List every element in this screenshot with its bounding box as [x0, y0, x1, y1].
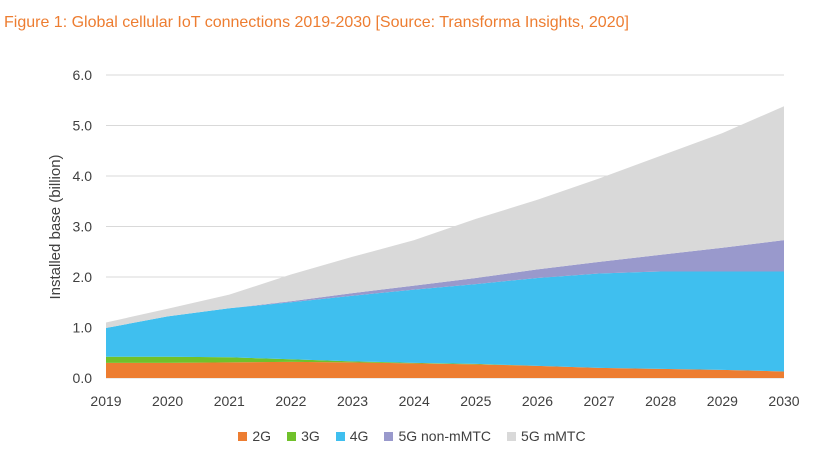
x-tick-label: 2029 — [707, 393, 738, 409]
legend-label: 4G — [349, 428, 369, 444]
x-tick-label: 2023 — [337, 393, 368, 409]
y-tick-label: 1.0 — [73, 320, 93, 336]
area-series-5g-non-mmtc — [106, 240, 784, 328]
x-tick-label: 2020 — [152, 393, 183, 409]
legend-label: 2G — [252, 428, 272, 444]
y-tick-label: 4.0 — [73, 168, 93, 184]
legend-item: 5G mMTC — [507, 428, 586, 444]
x-tick-labels: 2019 2020 2021 2022 2023 2024 2025 2026 2027 2028… — [90, 393, 799, 409]
x-tick-label: 2019 — [90, 393, 121, 409]
y-tick-label: 0.0 — [73, 370, 93, 386]
area-series-2g — [106, 361, 784, 378]
y-tick-label: 2.0 — [73, 269, 93, 285]
chart-title: Figure 1: Global cellular IoT connection… — [4, 14, 629, 31]
area-series-5g-mmtc — [106, 106, 784, 328]
legend-label: 5G non-mMTC — [398, 428, 492, 444]
legend: 2G 3G 4G 5G non-mMTC 5G mMTC — [0, 428, 824, 444]
x-tick-label: 2022 — [275, 393, 306, 409]
y-tick-label: 5.0 — [73, 118, 93, 134]
area-series-4g — [106, 271, 784, 372]
x-tick-label: 2027 — [584, 393, 615, 409]
legend-swatch — [335, 431, 345, 441]
x-tick-label: 2021 — [214, 393, 245, 409]
y-tick-label: 6.0 — [73, 67, 93, 83]
x-tick-label: 2030 — [768, 393, 799, 409]
legend-item: 2G — [238, 428, 271, 444]
legend-swatch — [507, 431, 517, 441]
legend-swatch — [287, 431, 297, 441]
area-series-3g — [106, 356, 784, 372]
y-tick-labels: 0.0 1.0 2.0 3.0 4.0 5.0 6.0 — [73, 67, 93, 386]
series-areas — [106, 106, 784, 378]
legend-label: 5G mMTC — [521, 428, 586, 444]
legend-swatch — [238, 431, 248, 441]
y-tick-label: 3.0 — [73, 219, 93, 235]
legend-label: 3G — [301, 428, 320, 444]
legend-item: 4G — [335, 428, 369, 444]
legend-swatch — [384, 431, 394, 441]
legend-item: 3G — [287, 428, 320, 444]
x-tick-label: 2028 — [645, 393, 676, 409]
x-tick-label: 2026 — [522, 393, 553, 409]
legend-item: 5G non-mMTC — [384, 428, 491, 444]
y-axis-label: Installed base (billion) — [47, 154, 64, 299]
x-tick-label: 2025 — [460, 393, 491, 409]
x-tick-label: 2024 — [399, 393, 430, 409]
